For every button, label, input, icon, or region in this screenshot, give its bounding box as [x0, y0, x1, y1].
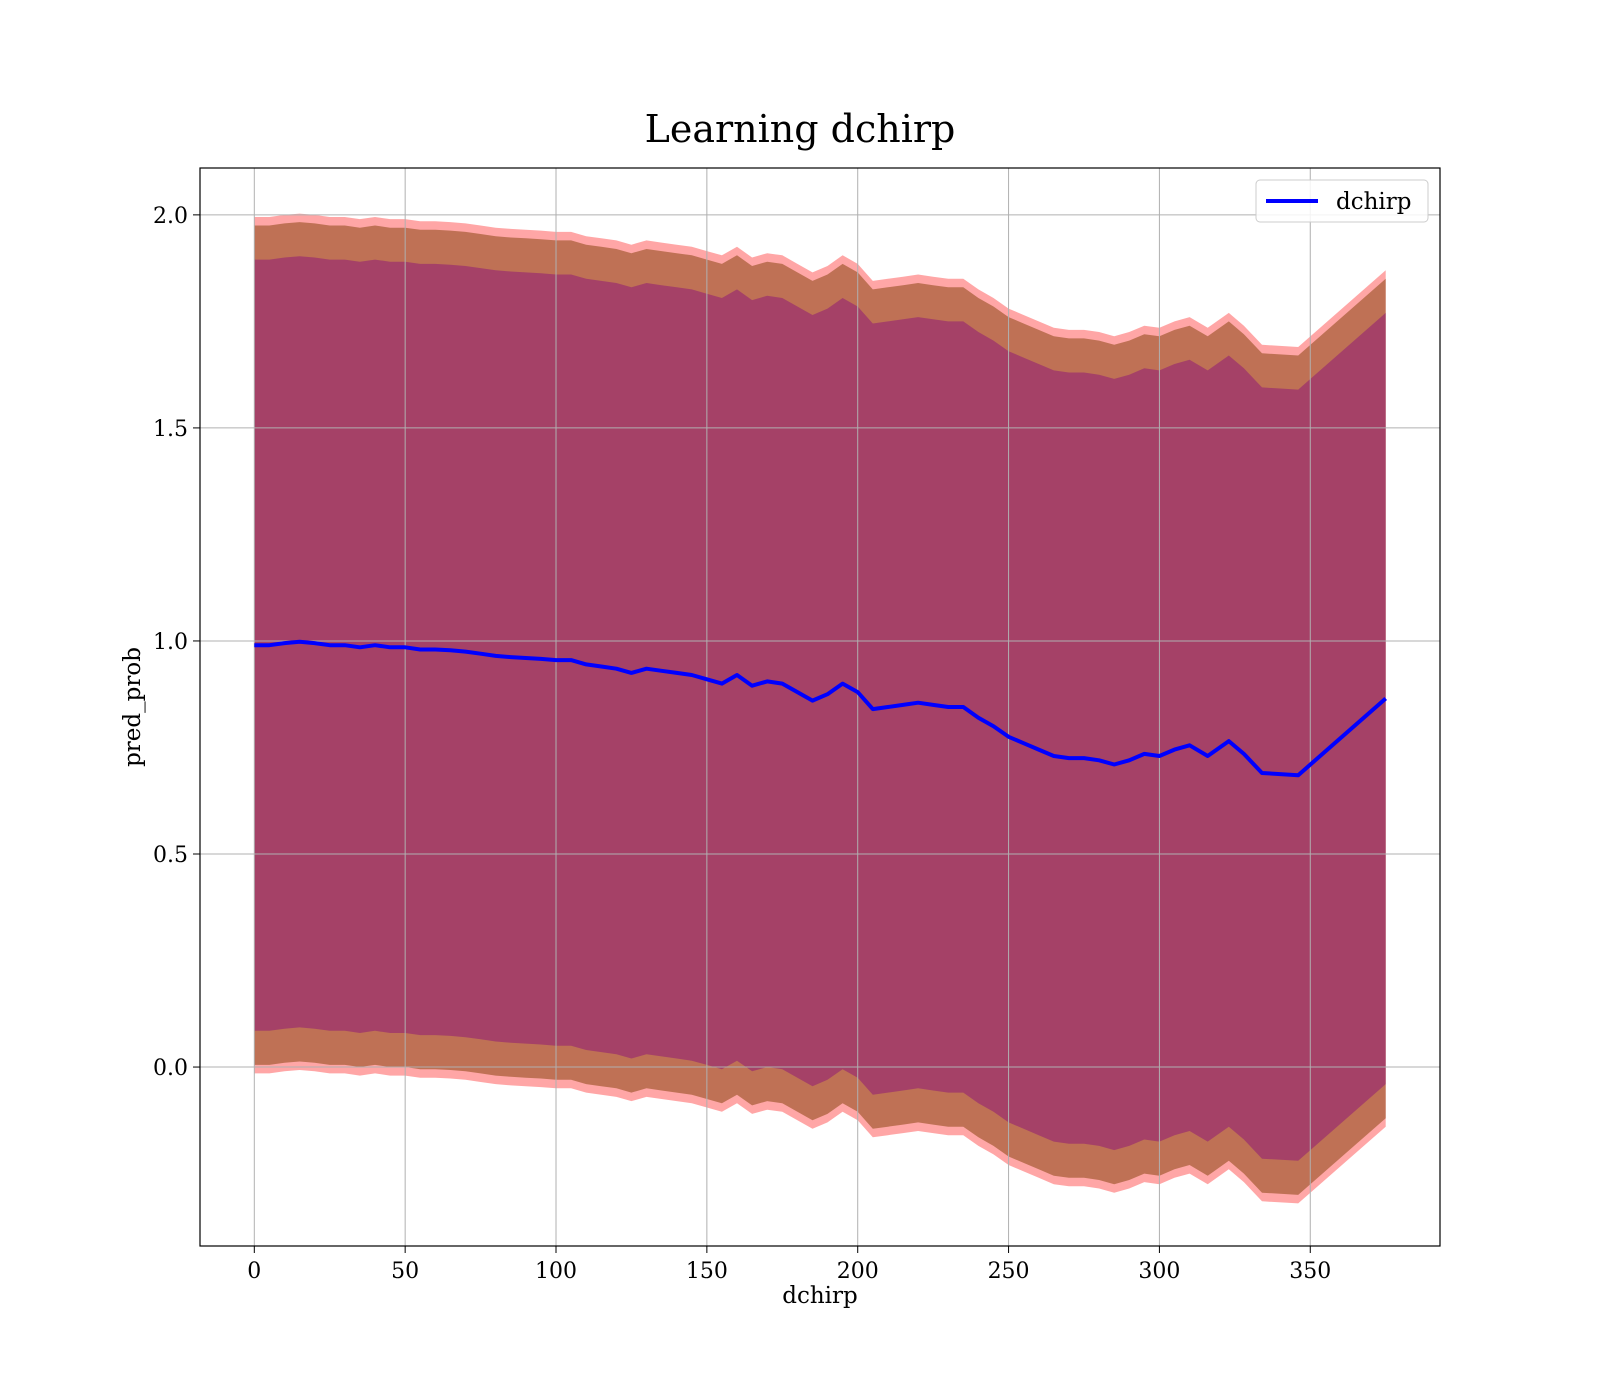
- band-inner: [254, 256, 1386, 1161]
- x-tick-label: 0: [247, 1259, 261, 1284]
- band-middle: [254, 222, 1386, 1195]
- y-tick-label: 0.5: [153, 843, 188, 868]
- series-line-dchirp: [254, 639, 1388, 778]
- y-axis-label: pred_prob: [120, 647, 146, 767]
- x-axis-label: dchirp: [782, 1283, 858, 1309]
- chart-title: Learning dchirp: [645, 107, 956, 151]
- x-tick-label: 350: [1289, 1259, 1331, 1284]
- grid-lines: [200, 168, 1440, 1246]
- legend: dchirp: [1255, 179, 1429, 223]
- x-tick-label: 50: [391, 1259, 419, 1284]
- y-tick-label: 2.0: [153, 204, 188, 229]
- y-tick-label: 0.0: [153, 1056, 188, 1081]
- plot-area: [199, 167, 1441, 1247]
- legend-entry-dchirp: dchirp: [1336, 189, 1412, 215]
- legend-box: [1255, 179, 1429, 223]
- y-axis-ticks: 0.0 0.5 1.0 1.5 2.0: [153, 204, 200, 1081]
- x-axis-ticks: 0 50 100 150 200 250 300 350: [247, 1246, 1331, 1284]
- x-tick-label: 300: [1138, 1259, 1180, 1284]
- x-tick-label: 100: [535, 1259, 577, 1284]
- y-tick-label: 1.0: [153, 630, 188, 655]
- x-tick-label: 150: [686, 1259, 728, 1284]
- confidence-bands: [254, 213, 1386, 1204]
- y-tick-label: 1.5: [153, 417, 188, 442]
- x-tick-label: 250: [988, 1259, 1030, 1284]
- x-tick-label: 200: [837, 1259, 879, 1284]
- plot-frame: [199, 167, 1441, 1247]
- series-layer: [254, 639, 1388, 778]
